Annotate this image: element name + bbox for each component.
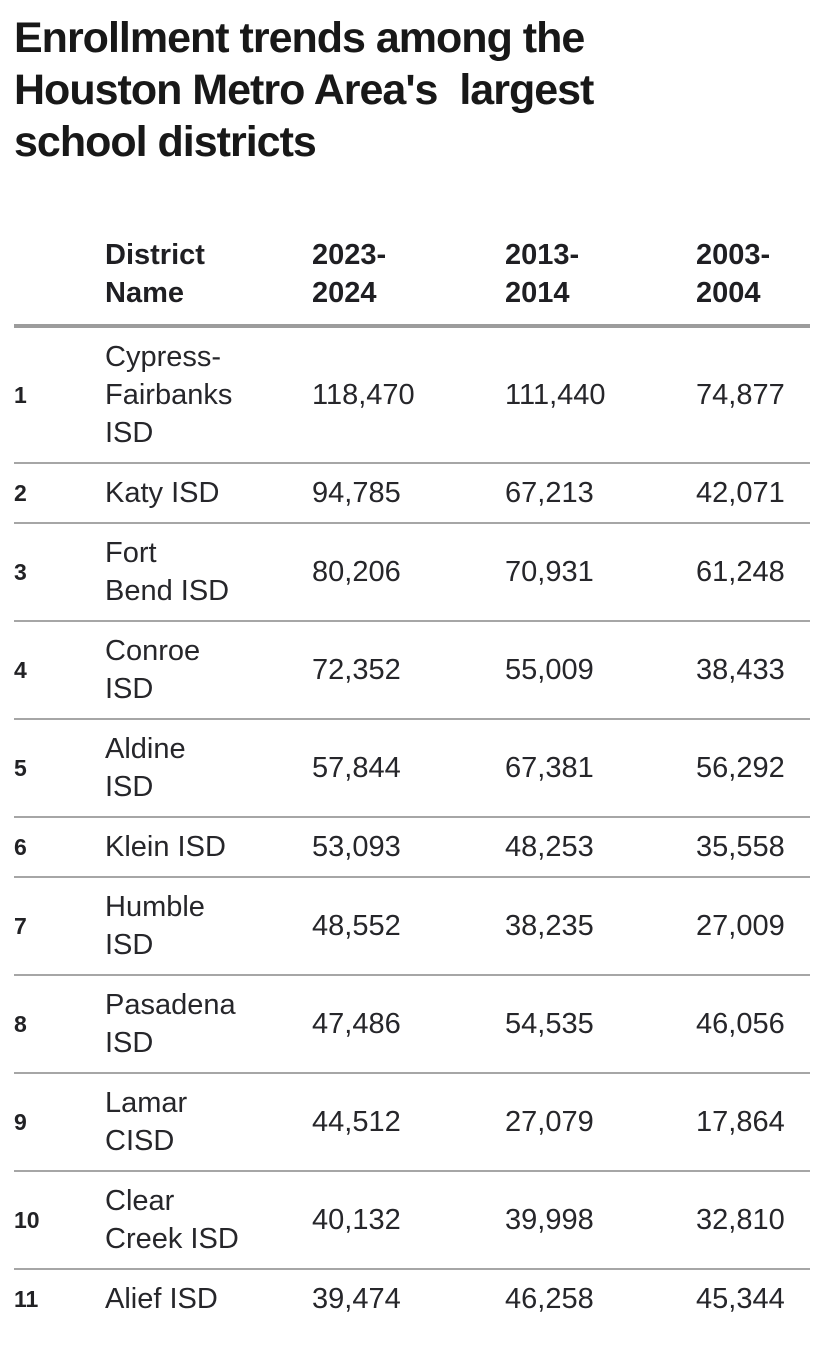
col-header-2013-2014: 2013- 2014: [505, 230, 696, 328]
enrollment-2013-2014: 38,235: [505, 876, 696, 975]
enrollment-2023-2024: 57,844: [312, 718, 505, 817]
district-name: Cypress- Fairbanks ISD: [105, 341, 233, 449]
enrollment-2003-2004: 38,433: [696, 620, 810, 719]
district-name: Aldine ISD: [105, 718, 312, 817]
district-name: Alief ISD: [105, 1268, 312, 1328]
table-row: 7 Humble ISD 48,552 38,235 27,009: [14, 876, 810, 975]
enrollment-2003-2004: 35,558: [696, 816, 810, 877]
enrollment-2003-2004: 56,292: [696, 718, 810, 817]
col-header-rank: [14, 230, 105, 328]
col-header-2023-2024: 2023- 2024: [312, 230, 505, 328]
district-name: Fort Bend ISD: [105, 522, 312, 621]
enrollment-2013-2014: 70,931: [505, 522, 696, 621]
enrollment-2013-2014: 67,381: [505, 718, 696, 817]
enrollment-2023-2024: 94,785: [312, 462, 505, 523]
row-rank: 5: [14, 718, 105, 817]
enrollment-2003-2004: 46,056: [696, 974, 810, 1073]
enrollment-table: District Name 2023- 2024 2013- 2014 2003…: [14, 230, 810, 1328]
district-name: Pasadena ISD: [105, 974, 312, 1073]
enrollment-2023-2024: 40,132: [312, 1170, 505, 1269]
row-rank: 8: [14, 974, 105, 1073]
district-name: Conroe ISD: [105, 620, 312, 719]
enrollment-2013-2014: 54,535: [505, 974, 696, 1073]
row-rank: 6: [14, 816, 105, 877]
row-rank: 1: [14, 382, 27, 408]
enrollment-2023-2024: 44,512: [312, 1072, 505, 1171]
district-name: Lamar CISD: [105, 1072, 312, 1171]
enrollment-2013-2014: 67,213: [505, 462, 696, 523]
enrollment-2023-2024: 72,352: [312, 620, 505, 719]
table-body: 1 Cypress- Fairbanks ISD 118,470 111,440 74,…: [14, 326, 810, 1328]
table-row: 3 Fort Bend ISD 80,206 70,931 61,248: [14, 522, 810, 621]
row-rank: 4: [14, 620, 105, 719]
enrollment-2003-2004: 32,810: [696, 1170, 810, 1269]
enrollment-2023-2024: 47,486: [312, 974, 505, 1073]
enrollment-2023-2024: 48,552: [312, 876, 505, 975]
enrollment-2013-2014: 27,079: [505, 1072, 696, 1171]
enrollment-2003-2004: 42,071: [696, 462, 810, 523]
enrollment-2013-2014: 111,440: [505, 379, 606, 411]
row-rank: 10: [14, 1170, 105, 1269]
table-row: 5 Aldine ISD 57,844 67,381 56,292: [14, 718, 810, 817]
district-name: Katy ISD: [105, 462, 312, 523]
table-row: 9 Lamar CISD 44,512 27,079 17,864: [14, 1072, 810, 1171]
col-header-district: District Name: [105, 230, 312, 328]
enrollment-2013-2014: 48,253: [505, 816, 696, 877]
row-rank: 9: [14, 1072, 105, 1171]
enrollment-2003-2004: 27,009: [696, 876, 810, 975]
page-title: Enrollment trends among the Houston Metr…: [14, 14, 594, 166]
enrollment-2013-2014: 39,998: [505, 1170, 696, 1269]
row-rank: 7: [14, 876, 105, 975]
table-row: 6 Klein ISD 53,093 48,253 35,558: [14, 816, 810, 877]
table-row: 8 Pasadena ISD 47,486 54,535 46,056: [14, 974, 810, 1073]
table-row: 2 Katy ISD 94,785 67,213 42,071: [14, 462, 810, 523]
enrollment-2023-2024: 39,474: [312, 1268, 505, 1328]
enrollment-2003-2004: 61,248: [696, 522, 810, 621]
enrollment-2013-2014: 46,258: [505, 1268, 696, 1328]
enrollment-2003-2004: 45,344: [696, 1268, 810, 1328]
row-rank: 3: [14, 522, 105, 621]
enrollment-2003-2004: 74,877: [696, 379, 785, 411]
district-name: Klein ISD: [105, 816, 312, 877]
row-rank: 2: [14, 462, 105, 523]
enrollment-2003-2004: 17,864: [696, 1072, 810, 1171]
table-row: 4 Conroe ISD 72,352 55,009 38,433: [14, 620, 810, 719]
table-row: 11 Alief ISD 39,474 46,258 45,344: [14, 1268, 810, 1328]
row-rank: 11: [14, 1268, 105, 1328]
enrollment-2013-2014: 55,009: [505, 620, 696, 719]
district-name: Humble ISD: [105, 876, 312, 975]
district-name: Clear Creek ISD: [105, 1170, 312, 1269]
table-row: 1 Cypress- Fairbanks ISD 118,470 111,440 74,…: [14, 326, 810, 463]
table-row: 10 Clear Creek ISD 40,132 39,998 32,810: [14, 1170, 810, 1269]
enrollment-2023-2024: 118,470: [312, 379, 415, 411]
enrollment-2023-2024: 53,093: [312, 816, 505, 877]
col-header-2003-2004: 2003- 2004: [696, 230, 810, 328]
table-header-row: District Name 2023- 2024 2013- 2014 2003…: [14, 230, 810, 328]
enrollment-2023-2024: 80,206: [312, 522, 505, 621]
